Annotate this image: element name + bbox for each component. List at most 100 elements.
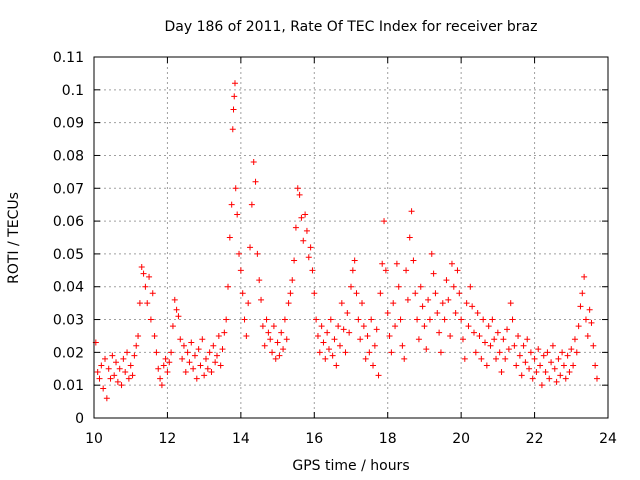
data-point [124, 349, 131, 356]
data-point [140, 270, 147, 277]
data-point [456, 290, 463, 297]
data-point [505, 346, 512, 353]
data-point [125, 375, 132, 382]
data-point [348, 283, 354, 290]
plot-border [93, 56, 609, 419]
data-point [566, 369, 573, 376]
data-point [493, 355, 500, 362]
data-point [406, 234, 413, 241]
data-point [157, 375, 164, 382]
data-point [219, 346, 226, 353]
data-point [401, 355, 408, 362]
x-tick-label: 18 [379, 431, 397, 447]
data-point [182, 369, 189, 376]
data-point [131, 352, 138, 359]
grid [94, 57, 608, 418]
data-point [417, 283, 424, 290]
data-point [470, 329, 477, 336]
data-point [135, 332, 142, 339]
data-point [272, 355, 279, 362]
data-point [113, 359, 120, 366]
data-point [570, 362, 577, 369]
data-point [276, 352, 283, 359]
data-point [186, 359, 193, 366]
data-point [513, 362, 520, 369]
data-point [287, 290, 294, 297]
data-point [118, 382, 125, 389]
data-point [559, 349, 566, 356]
data-point [228, 201, 235, 208]
data-point [393, 260, 400, 267]
data-point [223, 316, 230, 323]
data-point [294, 185, 301, 192]
data-point [359, 300, 366, 307]
data-point [390, 300, 397, 307]
data-point [149, 290, 156, 297]
y-tick-label: 0.1 [62, 83, 84, 99]
data-point [256, 277, 263, 284]
data-point [370, 362, 377, 369]
data-point [269, 349, 276, 356]
data-point [555, 355, 562, 362]
data-point [129, 372, 136, 379]
data-point [450, 283, 457, 290]
data-point [243, 332, 250, 339]
data-point [533, 369, 540, 376]
data-point [379, 260, 386, 267]
data-point [590, 342, 597, 349]
data-point [171, 296, 178, 303]
data-point [540, 352, 547, 359]
data-point [368, 316, 375, 323]
data-point [377, 290, 384, 297]
data-point [544, 349, 551, 356]
data-point [577, 303, 584, 310]
data-point [465, 323, 472, 330]
data-point [206, 349, 213, 356]
data-point [147, 316, 154, 323]
y-axis-label: ROTI / TECUs [6, 192, 22, 284]
data-point [382, 267, 389, 274]
data-point [373, 326, 380, 333]
data-point [483, 362, 490, 369]
data-point [285, 300, 292, 307]
data-point [430, 270, 437, 277]
data-point [340, 326, 347, 333]
data-point [439, 300, 446, 307]
data-point [239, 290, 246, 297]
data-point [415, 336, 422, 343]
data-point [496, 349, 503, 356]
data-point [419, 303, 426, 310]
data-point [425, 296, 432, 303]
data-point [399, 342, 406, 349]
data-point [305, 254, 312, 261]
data-point [331, 336, 338, 343]
y-tick-label: 0.04 [53, 280, 84, 296]
data-point [250, 159, 257, 166]
data-point [423, 346, 430, 353]
data-point [146, 273, 153, 280]
data-point [191, 352, 198, 359]
data-point [188, 339, 195, 346]
data-point [452, 309, 459, 316]
data-point [229, 126, 236, 133]
data-point [485, 323, 492, 330]
data-point [410, 257, 417, 264]
data-point [395, 283, 402, 290]
data-point [217, 362, 224, 369]
data-point [360, 323, 367, 330]
data-point [421, 323, 428, 330]
data-point [529, 375, 536, 382]
data-point [502, 355, 509, 362]
data-point [100, 385, 107, 392]
data-point [592, 362, 599, 369]
x-tick-label: 16 [305, 431, 323, 447]
data-point [474, 309, 481, 316]
data-point [542, 369, 549, 376]
data-point [482, 339, 489, 346]
data-point [548, 359, 555, 366]
data-point [122, 369, 129, 376]
data-point [560, 362, 567, 369]
data-point [553, 378, 560, 385]
